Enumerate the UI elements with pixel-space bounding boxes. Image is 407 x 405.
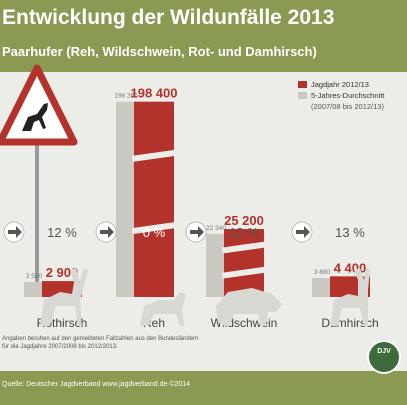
bar-average-1 (116, 101, 136, 298)
value-label-current-2: 25 200 (224, 213, 264, 228)
bar-average-2 (206, 233, 226, 297)
legend-swatch-current (298, 81, 307, 88)
footer-source: Quelle: Deutscher Jagdverband www.jagdve… (2, 381, 191, 388)
arrow-right-glyph (296, 226, 310, 238)
djv-logo: DJV (367, 340, 401, 374)
bar-current-0 (42, 281, 82, 297)
legend-swatch-average (298, 92, 307, 99)
legend-item-average: 5-Jahres-Durchschnitt (298, 91, 407, 102)
page-subtitle: Paarhufer (Reh, Wildschwein, Rot- und Da… (2, 44, 317, 59)
legend-item-current: Jagdjahr 2012/13 (298, 80, 407, 91)
legend-label-current: Jagdjahr 2012/13 (311, 80, 369, 89)
value-label-average-3: 3 880 (314, 269, 331, 276)
value-label-current-0: 2 900 (46, 265, 79, 280)
axis-break-2-1 (221, 241, 267, 254)
bar-average-3 (312, 278, 332, 297)
deer-silhouette-icon (40, 268, 370, 326)
boar-silhouette-icon (216, 288, 282, 326)
category-label-3: Damhirsch (321, 316, 378, 330)
djv-logo-text: DJV (377, 348, 391, 355)
value-label-average-2: 22 340 (206, 225, 226, 232)
page-title: Entwicklung der Wildunfälle 2013 (2, 6, 335, 29)
change-label-2: 12 % (229, 225, 259, 240)
source-note-line2: für die Jagdjahre 2007/2008 bis 2012/201… (2, 344, 118, 350)
legend-label-average: 5-Jahres-Durchschnitt (311, 91, 385, 100)
bar-current-2 (224, 229, 264, 297)
source-note-line1: Angaben beruhen auf den gemeldeten Fallz… (2, 336, 199, 342)
axis-break-1-0 (131, 222, 177, 235)
bar-average-0 (24, 282, 44, 297)
value-label-average-1: 198 260 (114, 93, 138, 100)
legend-label-average-period: (2007/08 bis 2012/13) (311, 102, 384, 111)
footer-banner (0, 371, 407, 405)
legend: Jagdjahr 2012/13 5-Jahres-Durchschnitt (… (298, 80, 407, 113)
change-label-1: 0 % (143, 225, 166, 240)
header-banner (0, 0, 407, 72)
warning-sign-deer-icon (0, 64, 78, 292)
bar-current-1 (134, 101, 174, 297)
change-label-0: 12 % (47, 225, 77, 240)
value-label-current-1: 198 400 (131, 86, 178, 101)
legend-item-average-sub: (2007/08 bis 2012/13) (298, 102, 407, 113)
axis-break-1-1 (131, 149, 177, 162)
bars-group (24, 101, 370, 298)
source-note: Angaben beruhen auf den gemeldeten Fallz… (2, 335, 199, 351)
arrow-right-glyph (8, 226, 22, 238)
change-label-3: 13 % (335, 225, 365, 240)
arrow-right-glyph (190, 226, 204, 238)
arrow-right-glyph (100, 226, 114, 238)
axis-break-2-0 (221, 266, 267, 279)
value-label-average-0: 2 580 (26, 273, 43, 280)
